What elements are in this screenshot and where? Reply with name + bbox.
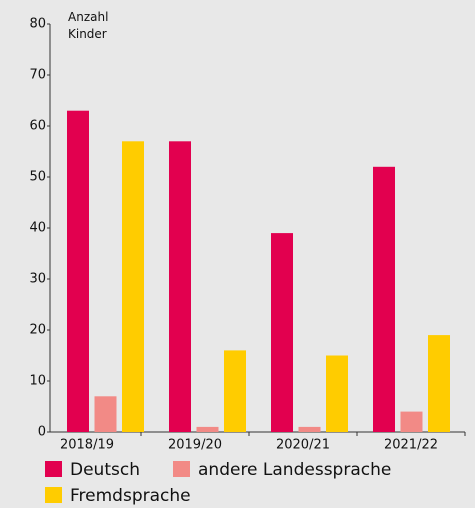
y-tick-label: 80 [29,17,46,32]
bar [400,411,423,432]
bar [169,141,191,433]
bar [94,396,117,432]
bar [67,110,89,432]
bar [196,426,219,432]
y-tick-label: 10 [29,374,46,389]
x-tick-label: 2021/22 [384,438,438,453]
bar [326,355,348,432]
bar [271,233,293,432]
y-tick-label: 30 [29,272,46,287]
bar [298,426,321,432]
legend-swatch [45,461,62,477]
x-tick-label: 2019/20 [168,438,222,453]
x-tick-label: 2018/19 [60,438,114,453]
bar [122,141,144,433]
y-tick-label: 60 [29,119,46,134]
bar [224,350,246,432]
y-tick-label: 50 [29,170,46,185]
legend-label: andere Landessprache [198,460,391,480]
y-tick-label: 0 [38,425,46,440]
bar [373,166,395,433]
y-axis-label: Anzahl Kinder [68,10,109,41]
y-tick-label: 20 [29,323,46,338]
bar [428,335,450,432]
legend-swatch [45,487,62,503]
y-tick-label: 40 [29,221,46,236]
y-tick-label: 70 [29,68,46,83]
legend-swatch [173,461,190,477]
legend-label: Deutsch [70,460,140,480]
legend-label: Fremdsprache [70,486,191,506]
x-tick-label: 2020/21 [276,438,330,453]
